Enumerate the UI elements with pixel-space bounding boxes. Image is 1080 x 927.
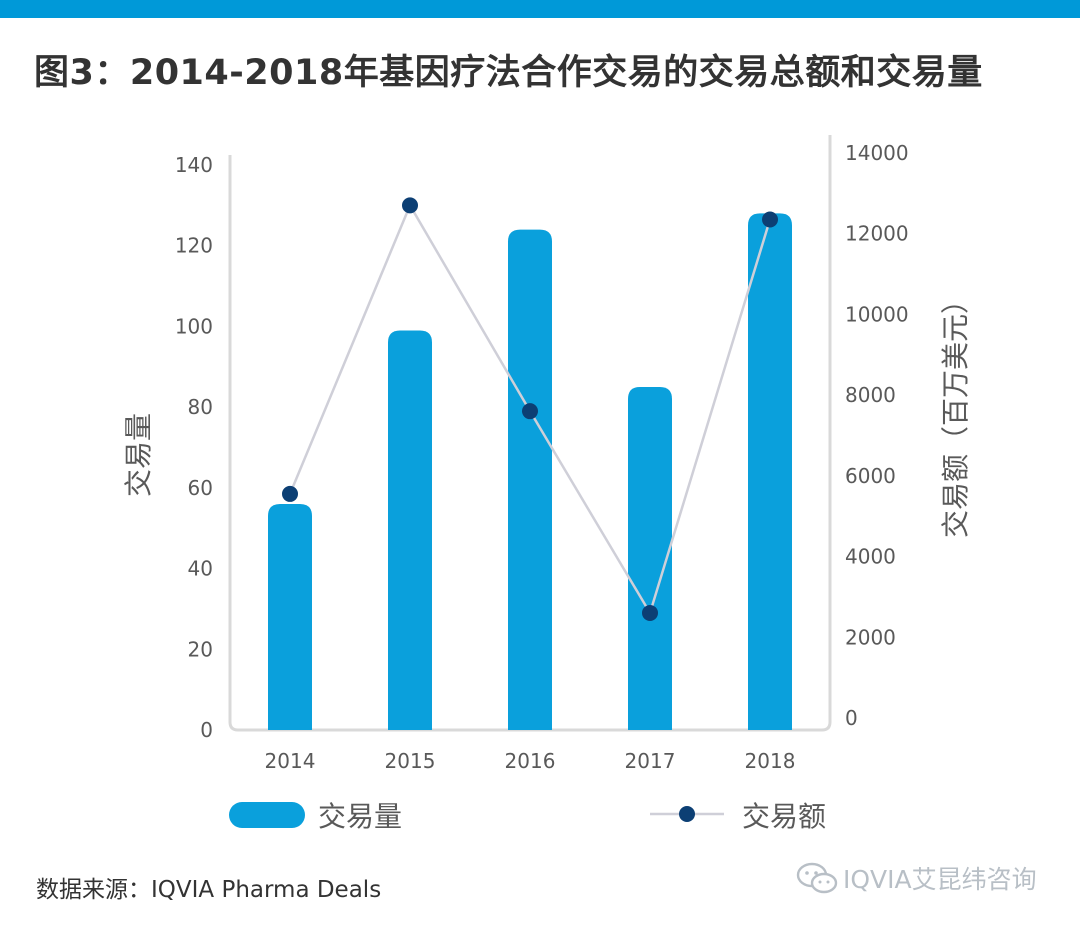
bar-2015: [388, 330, 432, 730]
y2-tick-label: 12000: [845, 222, 909, 246]
y-tick-label: 0: [200, 718, 213, 742]
y2-tick-label: 4000: [845, 545, 896, 569]
x-tick-label: 2014: [265, 749, 316, 773]
bar-2016: [508, 229, 552, 731]
bar-2017: [628, 386, 672, 730]
bar-2018: [748, 213, 792, 730]
y-tick-label: 120: [175, 234, 213, 258]
marker-2015: [402, 197, 418, 214]
x-tick-label: 2015: [385, 749, 436, 773]
legend-line-marker: [679, 806, 695, 822]
y2-tick-label: 6000: [845, 464, 896, 488]
y2-tick-label: 8000: [845, 383, 896, 407]
y2-axis-title: 交易额（百万美元）: [939, 286, 972, 538]
y2-tick-label: 0: [845, 706, 858, 730]
y2-tick-label: 14000: [845, 141, 909, 165]
y2-tick-label: 2000: [845, 625, 896, 649]
y-tick-label: 100: [175, 314, 213, 338]
x-tick-label: 2018: [745, 749, 796, 773]
x-tick-label: 2016: [505, 749, 556, 773]
legend-line-label: 交易额: [742, 800, 826, 833]
data-source: 数据来源：IQVIA Pharma Deals: [36, 877, 382, 903]
y-tick-label: 140: [175, 153, 213, 177]
wechat-icon: [796, 862, 838, 894]
y-tick-label: 40: [188, 557, 213, 581]
top-accent-bar: [0, 0, 1080, 18]
watermark: IQVIA艾昆纬咨询: [795, 860, 1037, 896]
y-tick-label: 80: [188, 395, 213, 419]
marker-2018: [762, 211, 778, 228]
y-tick-label: 60: [188, 476, 213, 500]
y-axis-title: 交易量: [122, 413, 155, 497]
chart-title: 图3：2014-2018年基因疗法合作交易的交易总额和交易量: [34, 53, 983, 93]
marker-2014: [282, 485, 298, 502]
legend-bar-swatch: [229, 802, 305, 828]
marker-2016: [522, 403, 538, 420]
legend-bar-label: 交易量: [318, 800, 402, 833]
y2-tick-label: 10000: [845, 302, 909, 326]
x-tick-label: 2017: [625, 749, 676, 773]
y-tick-label: 20: [188, 637, 213, 661]
marker-2017: [642, 604, 658, 621]
watermark-text: IQVIA艾昆纬咨询: [843, 865, 1037, 894]
bar-2014: [268, 504, 312, 730]
